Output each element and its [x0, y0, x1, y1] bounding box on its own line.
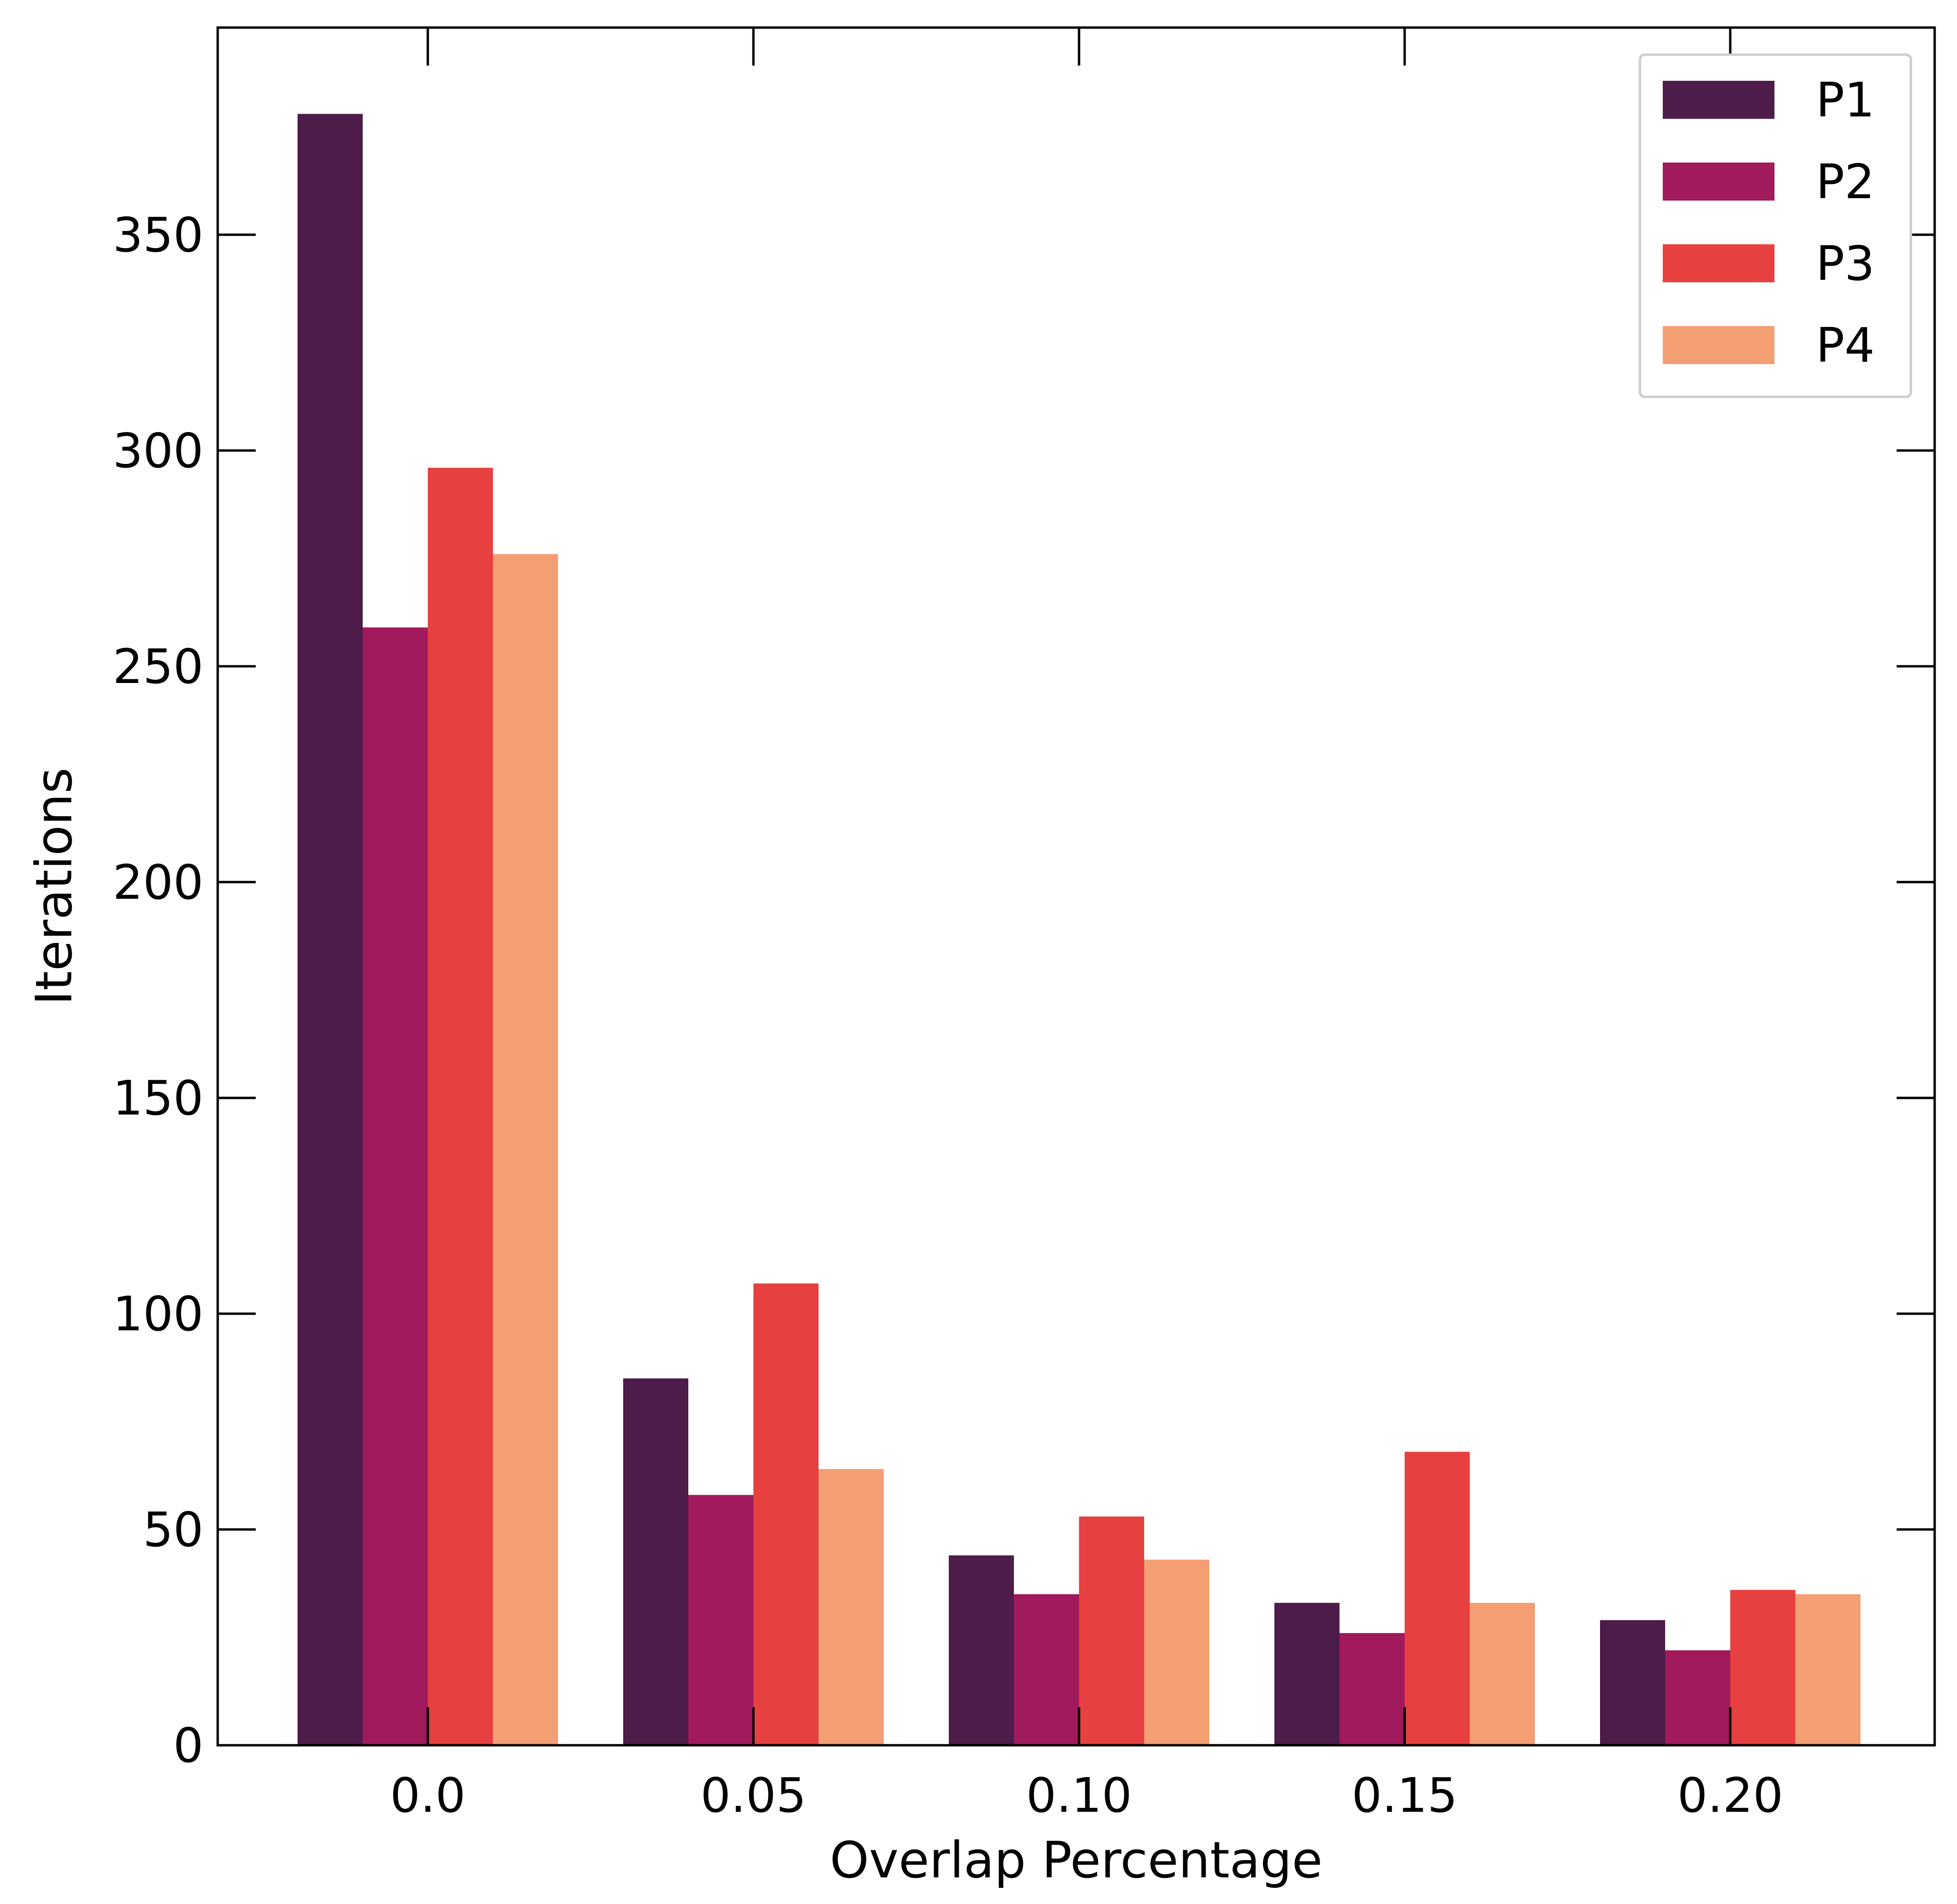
legend-label-p2: P2: [1816, 154, 1875, 210]
y-tick-label: 150: [113, 1070, 203, 1126]
ticks-layer: 0.0 0.05 0.10 0.15 0.20 0 50 100 150 200 250 300 350: [113, 28, 1935, 1823]
x-tick-label: 0.20: [1677, 1768, 1783, 1823]
y-tick-label: 250: [113, 639, 203, 694]
legend-label-p3: P3: [1816, 236, 1875, 291]
bar-p4-3: [1470, 1603, 1535, 1745]
y-tick-label: 0: [173, 1718, 203, 1773]
bar-p2-2: [1014, 1594, 1079, 1745]
bar-p3-0: [428, 468, 493, 1746]
bar-p3-2: [1079, 1516, 1144, 1745]
bar-p2-4: [1665, 1650, 1730, 1745]
y-tick-label: 200: [113, 855, 203, 910]
bar-p2-0: [363, 627, 428, 1746]
x-tick-label: 0.15: [1352, 1768, 1458, 1823]
x-axis-title: Overlap Percentage: [830, 1831, 1323, 1889]
bar-p3-4: [1730, 1590, 1795, 1745]
y-tick-label: 350: [113, 207, 203, 263]
legend-swatch-p2: [1663, 163, 1774, 201]
bar-p4-2: [1144, 1559, 1209, 1745]
y-axis-title: Iterations: [25, 768, 83, 1005]
bar-p2-1: [688, 1495, 753, 1745]
bar-p1-2: [949, 1555, 1014, 1745]
bar-p2-3: [1340, 1633, 1405, 1745]
legend-swatch-p4: [1663, 326, 1774, 364]
legend-label-p1: P1: [1816, 72, 1875, 128]
y-tick-label: 100: [113, 1286, 203, 1342]
bar-p1-1: [623, 1378, 688, 1745]
x-tick-label: 0.10: [1026, 1768, 1132, 1823]
legend-swatch-p1: [1663, 81, 1774, 119]
bar-p4-0: [493, 554, 558, 1745]
bar-p3-3: [1405, 1452, 1470, 1745]
bars-layer: [298, 114, 1861, 1746]
x-tick-label: 0.05: [701, 1768, 807, 1823]
x-tick-label: 0.0: [390, 1768, 465, 1823]
legend-label-p4: P4: [1816, 317, 1875, 373]
y-tick-label: 300: [113, 423, 203, 479]
bar-p4-4: [1795, 1594, 1861, 1745]
bar-p3-1: [753, 1283, 819, 1745]
y-tick-label: 50: [143, 1502, 203, 1558]
legend-frame: [1639, 53, 1912, 398]
bar-p4-1: [819, 1469, 884, 1745]
bar-p1-0: [298, 114, 363, 1745]
bar-p1-3: [1274, 1603, 1340, 1745]
legend-swatch-p3: [1663, 244, 1774, 282]
legend: P1 P2 P3 P4: [1639, 53, 1912, 398]
bar-p1-4: [1600, 1620, 1665, 1745]
plot-frame: [216, 26, 1936, 1747]
